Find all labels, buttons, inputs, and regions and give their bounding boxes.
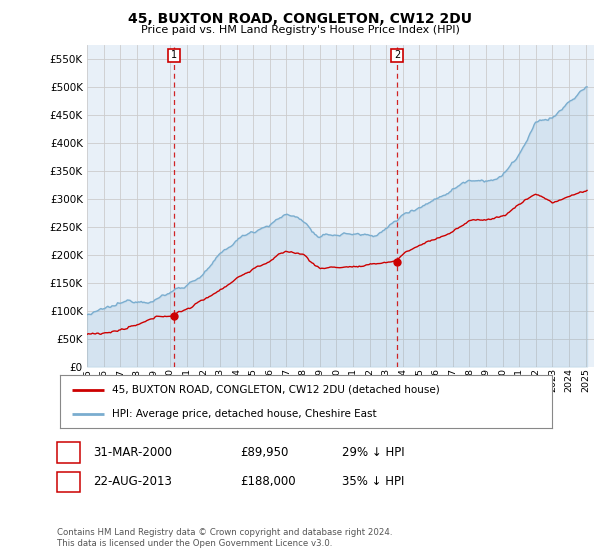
Text: 1: 1 [171, 50, 178, 60]
Text: 45, BUXTON ROAD, CONGLETON, CW12 2DU (detached house): 45, BUXTON ROAD, CONGLETON, CW12 2DU (de… [112, 385, 439, 395]
Text: HPI: Average price, detached house, Cheshire East: HPI: Average price, detached house, Ches… [112, 409, 376, 419]
Text: 2: 2 [65, 477, 72, 487]
Bar [169, 49, 180, 62]
Text: 45, BUXTON ROAD, CONGLETON, CW12 2DU: 45, BUXTON ROAD, CONGLETON, CW12 2DU [128, 12, 472, 26]
Text: 1: 1 [65, 447, 72, 458]
Text: 2: 2 [394, 50, 400, 60]
Text: £89,950: £89,950 [240, 446, 289, 459]
Text: 22-AUG-2013: 22-AUG-2013 [93, 475, 172, 488]
Text: Contains HM Land Registry data © Crown copyright and database right 2024.
This d: Contains HM Land Registry data © Crown c… [57, 528, 392, 548]
Text: 35% ↓ HPI: 35% ↓ HPI [342, 475, 404, 488]
Text: Price paid vs. HM Land Registry's House Price Index (HPI): Price paid vs. HM Land Registry's House … [140, 25, 460, 35]
Text: £188,000: £188,000 [240, 475, 296, 488]
Text: 29% ↓ HPI: 29% ↓ HPI [342, 446, 404, 459]
Text: 31-MAR-2000: 31-MAR-2000 [93, 446, 172, 459]
Bar [391, 49, 403, 62]
